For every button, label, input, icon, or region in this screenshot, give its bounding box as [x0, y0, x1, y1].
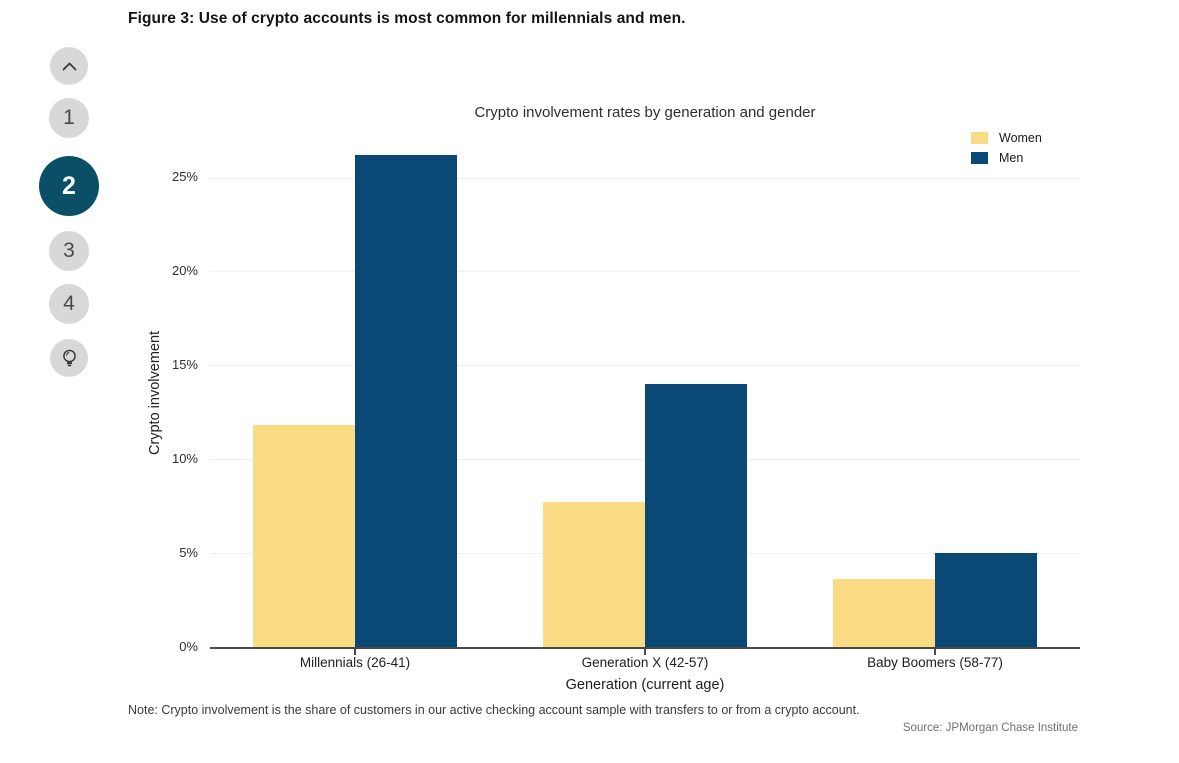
- x-tick: [354, 649, 356, 655]
- bar-men-2: [645, 384, 747, 647]
- y-tick-label: 10%: [171, 450, 198, 466]
- y-tick-label: 25%: [171, 169, 198, 185]
- nav-section-4[interactable]: 4: [49, 284, 89, 324]
- gridline-25%: [210, 177, 1080, 179]
- lightbulb-icon: [62, 349, 76, 366]
- y-axis-title: Crypto involvement: [147, 330, 163, 456]
- gridline-20%: [210, 271, 1080, 273]
- nav-takeaways-button[interactable]: [50, 339, 88, 377]
- legend-label: Men: [999, 151, 1024, 165]
- men-swatch: [971, 152, 988, 164]
- plot-area: 0% 5% 10% 15% 20% 25% Millennials (26-41) Gener…: [172, 140, 1080, 670]
- y-tick-label: 15%: [171, 356, 198, 372]
- nav-section-3[interactable]: 3: [49, 231, 89, 271]
- nav-section-1[interactable]: 1: [49, 98, 89, 138]
- women-swatch: [971, 132, 988, 144]
- y-tick-label: 5%: [179, 544, 198, 560]
- bar-women-2: [543, 502, 645, 647]
- legend-label: Women: [999, 131, 1042, 145]
- bar-men-1: [355, 155, 457, 647]
- bar-women-3: [833, 579, 935, 647]
- chart-source: Source: JPMorgan Chase Institute: [902, 722, 1078, 734]
- bar-women-1: [253, 425, 355, 647]
- x-category-label: Millennials (26-41): [299, 655, 411, 670]
- bar-men-3: [935, 553, 1037, 647]
- chart-legend: Women Men: [971, 131, 1042, 171]
- chevron-up-icon: [62, 62, 76, 70]
- chart-title: Crypto involvement rates by generation a…: [474, 104, 816, 121]
- x-tick: [644, 649, 646, 655]
- nav-section-2[interactable]: 2: [39, 156, 99, 216]
- legend-item-men: Men: [971, 151, 1042, 165]
- chart-note: Note: Crypto involvement is the share of…: [128, 703, 860, 717]
- y-tick-label: 20%: [171, 262, 198, 278]
- x-category-label: Baby Boomers (58-77): [867, 655, 1003, 670]
- x-category-label: Generation X (42-57): [581, 655, 709, 670]
- legend-item-women: Women: [971, 131, 1042, 145]
- x-axis-title: Generation (current age): [565, 677, 725, 693]
- x-tick: [934, 649, 936, 655]
- gridline-15%: [210, 365, 1080, 367]
- scroll-up-button[interactable]: [50, 47, 88, 85]
- y-tick-label: 0%: [179, 638, 198, 654]
- figure-title: Figure 3: Use of crypto accounts is most…: [128, 10, 686, 27]
